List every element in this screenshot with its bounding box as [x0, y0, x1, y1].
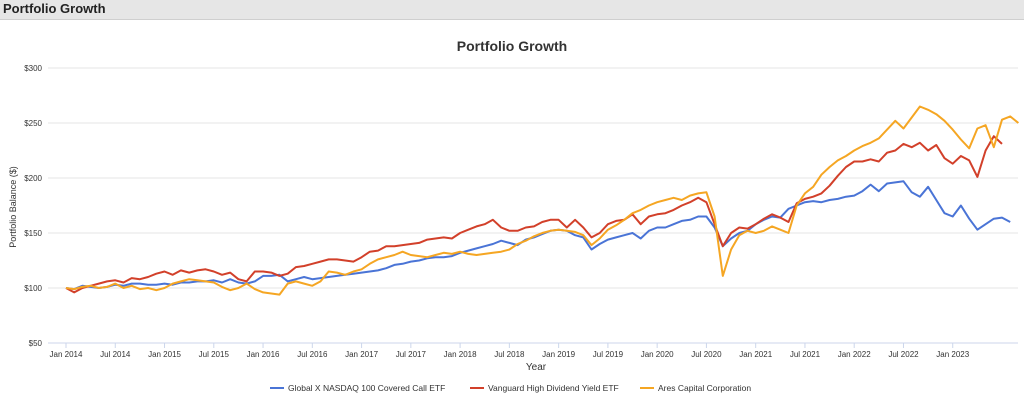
series-lines	[65, 105, 1020, 296]
grid-lines	[48, 67, 1018, 344]
x-tick-label: Jul 2019	[593, 350, 624, 359]
y-tick-label: $250	[24, 119, 42, 128]
chart-title: Portfolio Growth	[457, 38, 567, 54]
x-tick-label: Jul 2015	[199, 350, 230, 359]
legend-item[interactable]: Vanguard High Dividend Yield ETF	[470, 383, 619, 393]
y-axis: $50 $100 $150 $200 $250 $300	[24, 64, 42, 348]
x-tick-label: Jul 2018	[494, 350, 525, 359]
x-tick-label: Jan 2016	[247, 350, 280, 359]
portfolio-growth-chart: Portfolio Growth $50 $100 $150 $200 $250 $300…	[8, 38, 1020, 393]
x-tick-label: Jan 2023	[936, 350, 969, 359]
x-axis-title: Year	[526, 362, 547, 373]
y-tick-label: $200	[24, 174, 42, 183]
legend-label: Ares Capital Corporation	[658, 383, 751, 393]
series-line-3	[65, 105, 1020, 296]
legend-item[interactable]: Ares Capital Corporation	[640, 383, 751, 393]
series-line-1	[65, 180, 1011, 291]
y-tick-label: $50	[29, 339, 43, 348]
y-axis-title: Portfolio Balance ($)	[8, 166, 18, 248]
x-tick-label: Jan 2015	[148, 350, 181, 359]
x-tick-label: Jul 2017	[396, 350, 427, 359]
y-tick-label: $300	[24, 64, 42, 73]
chart-container: Portfolio Growth $50 $100 $150 $200 $250 $300…	[0, 20, 1024, 402]
x-tick-label: Jan 2019	[542, 350, 575, 359]
legend: Global X NASDAQ 100 Covered Call ETF Vang…	[270, 383, 751, 393]
legend-item[interactable]: Global X NASDAQ 100 Covered Call ETF	[270, 383, 445, 393]
legend-label: Vanguard High Dividend Yield ETF	[488, 383, 619, 393]
x-tick-label: Jan 2018	[444, 350, 477, 359]
x-tick-label: Jan 2020	[641, 350, 674, 359]
x-tick-label: Jul 2022	[888, 350, 919, 359]
x-tick-label: Jul 2021	[790, 350, 821, 359]
panel-title: Portfolio Growth	[3, 1, 106, 16]
legend-label: Global X NASDAQ 100 Covered Call ETF	[288, 383, 445, 393]
x-tick-label: Jul 2020	[691, 350, 722, 359]
x-tick-label: Jan 2014	[50, 350, 83, 359]
x-tick-label: Jul 2016	[297, 350, 328, 359]
x-tick-label: Jan 2017	[345, 350, 378, 359]
series-line-2	[65, 135, 1003, 294]
y-tick-label: $100	[24, 284, 42, 293]
panel-header: Portfolio Growth	[0, 0, 1024, 20]
x-tick-label: Jul 2014	[100, 350, 131, 359]
x-axis: Jan 2014 Jul 2014 Jan 2015 Jul 2015 Jan 2016…	[48, 342, 1018, 359]
x-tick-label: Jan 2021	[739, 350, 772, 359]
y-tick-label: $150	[24, 229, 42, 238]
x-tick-label: Jan 2022	[838, 350, 871, 359]
